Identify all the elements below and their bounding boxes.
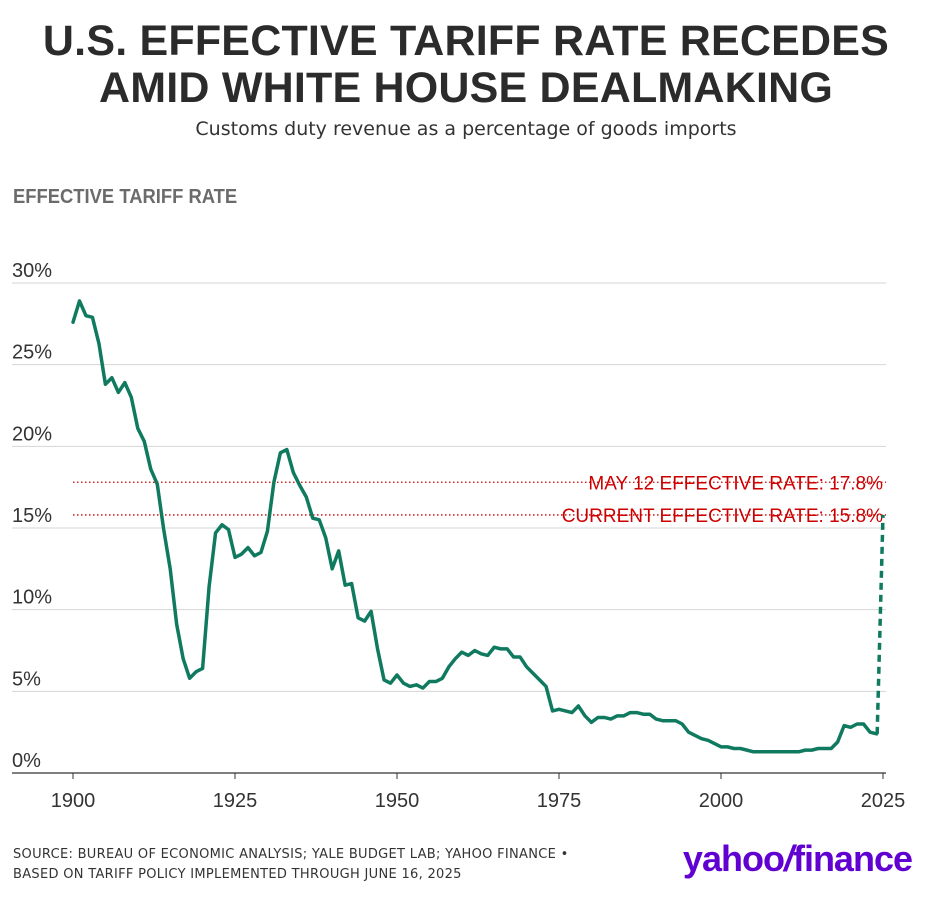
x-tick-label: 2000 — [699, 790, 744, 812]
reference-line-label: CURRENT EFFECTIVE RATE: 15.8% — [562, 506, 883, 527]
source-line-2: BASED ON TARIFF POLICY IMPLEMENTED THROU… — [13, 867, 462, 882]
chart-title-line-1: U.S. EFFECTIVE TARIFF RATE RECEDES — [42, 17, 890, 65]
y-axis-label: EFFECTIVE TARIFF RATE — [13, 186, 238, 208]
x-tick-label: 1950 — [375, 790, 420, 812]
projected-series-line — [875, 514, 885, 734]
y-tick-label: 10% — [12, 587, 52, 609]
tariff-rate-series-line — [71, 299, 879, 754]
y-tick-label: 5% — [12, 668, 41, 690]
x-tick-label: 1975 — [537, 790, 582, 812]
source-note: SOURCE: BUREAU OF ECONOMIC ANALYSIS; YAL… — [13, 845, 569, 885]
chart-subtitle: Customs duty revenue as a percentage of … — [195, 118, 737, 140]
reference-line-label: MAY 12 EFFECTIVE RATE: 17.8% — [588, 473, 883, 494]
y-tick-label: 25% — [12, 342, 52, 364]
logo-text-finance: finance — [792, 838, 913, 879]
source-line-1: SOURCE: BUREAU OF ECONOMIC ANALYSIS; YAL… — [13, 847, 569, 862]
chart-title: U.S. EFFECTIVE TARIFF RATE RECEDES AMID … — [0, 18, 932, 112]
y-tick-label: 30% — [12, 260, 52, 282]
x-tick-label: 2025 — [861, 790, 906, 812]
yahoo-finance-logo: yahoo/finance — [682, 838, 913, 880]
logo-text-yahoo: yahoo — [682, 838, 785, 879]
y-tick-label: 15% — [12, 505, 52, 527]
x-tick-label: 1900 — [51, 790, 96, 812]
logo-slash: / — [783, 838, 794, 879]
chart-title-line-2: AMID WHITE HOUSE DEALMAKING — [99, 64, 833, 112]
y-tick-label: 20% — [12, 423, 52, 445]
x-tick-label: 1925 — [213, 790, 258, 812]
y-tick-label: 0% — [12, 750, 41, 772]
